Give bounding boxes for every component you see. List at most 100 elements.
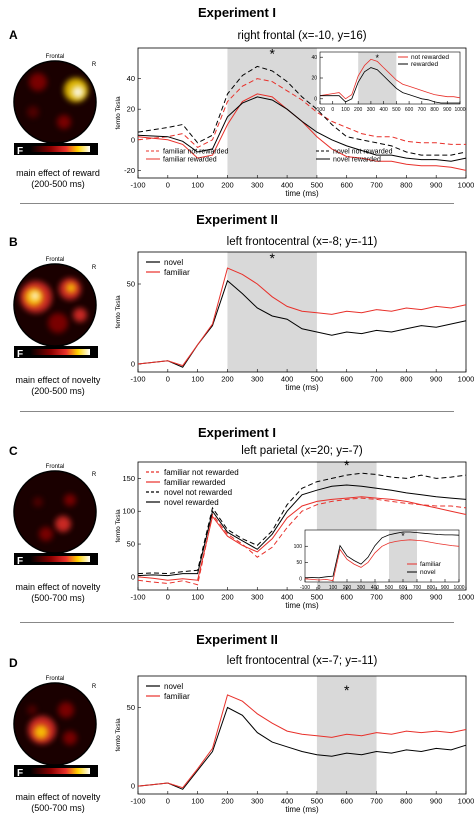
x-tick-label: 400 xyxy=(281,797,294,806)
plot-title: left frontocentral (x=-8; y=-11) xyxy=(226,236,378,248)
x-tick-label: 700 xyxy=(370,375,383,384)
head-label: Frontal xyxy=(46,54,65,60)
series-line-0 xyxy=(137,497,467,586)
panel-divider xyxy=(20,622,454,623)
plot-frame xyxy=(137,47,467,179)
x-tick-label: 700 xyxy=(370,797,383,806)
x-tick-label: 500 xyxy=(311,593,324,602)
x-tick-label: 800 xyxy=(430,107,439,113)
legend-label: familiar xyxy=(164,268,190,277)
head-label: Frontal xyxy=(46,257,65,263)
x-tick-label: 900 xyxy=(430,593,443,602)
legend-label: familiar not rewarded xyxy=(163,149,228,156)
x-tick-label: -100 xyxy=(130,593,145,602)
y-tick-label: 0 xyxy=(299,576,302,582)
topographic-map: Frontal R F xyxy=(13,257,98,359)
x-axis-label: time (ms) xyxy=(285,601,319,610)
x-tick-label: 100 xyxy=(191,797,204,806)
x-tick-label: 800 xyxy=(400,375,413,384)
x-tick-label: 0 xyxy=(166,593,170,602)
inset-chart: -100 0 100 200 300 400 500 600 700 800 900 1000 0 50 1… xyxy=(294,529,465,591)
x-tick-label: 300 xyxy=(251,797,264,806)
y-tick-label: 0 xyxy=(131,782,135,791)
x-tick-label: 500 xyxy=(311,797,324,806)
side-label: R xyxy=(92,472,97,478)
panel-divider xyxy=(20,203,454,204)
x-tick-label: 300 xyxy=(251,375,264,384)
y-tick-label: 0 xyxy=(314,96,317,102)
x-tick-label: 700 xyxy=(370,181,383,190)
x-tick-label: 100 xyxy=(191,375,204,384)
legend-label: familiar xyxy=(420,561,442,568)
x-tick-label: 800 xyxy=(427,585,436,591)
topomap-caption-line1: main effect of novelty xyxy=(15,792,101,802)
x-tick-label: 1000 xyxy=(453,585,464,591)
topomap-caption-line2: (500-700 ms) xyxy=(31,803,85,813)
experiment-title: Experiment I xyxy=(197,425,277,440)
legend-label: novel not rewarded xyxy=(333,149,393,156)
x-tick-label: 600 xyxy=(340,181,353,190)
x-tick-label: 900 xyxy=(430,797,443,806)
plot-frame xyxy=(137,461,467,591)
legend-label: novel xyxy=(420,569,436,576)
x-tick-label: 0 xyxy=(166,181,170,190)
series-line-3 xyxy=(137,484,467,577)
panel-letter: A xyxy=(9,28,18,42)
y-tick-label: 20 xyxy=(127,105,135,114)
x-tick-label: 400 xyxy=(281,593,294,602)
significance-asterisk: * xyxy=(269,46,275,62)
x-tick-label: 400 xyxy=(281,375,294,384)
series-line-1 xyxy=(137,93,467,171)
series-line-2 xyxy=(137,65,467,156)
x-tick-label: 0 xyxy=(331,107,334,113)
legend-label: familiar rewarded xyxy=(164,478,225,487)
legend-label: novel rewarded xyxy=(164,498,219,507)
shaded-time-window xyxy=(358,52,397,104)
series-line-1 xyxy=(137,267,467,367)
chart-area: -100 0 100 200 300 400 500 600 700 800 900 10000501… xyxy=(115,457,474,610)
series-line-0 xyxy=(304,539,460,582)
y-axis-label: femto Tesla xyxy=(115,295,122,329)
topomap-caption-line1: main effect of novelty xyxy=(15,375,101,385)
series-line-3 xyxy=(137,96,467,162)
f-stat-label: F xyxy=(17,146,23,156)
x-tick-label: 800 xyxy=(400,593,413,602)
chart-area: -100 0 100 200 300 400 500 600 700 800 900 1000-200… xyxy=(115,46,474,198)
x-tick-label: 500 xyxy=(311,181,324,190)
legend-label: novel not rewarded xyxy=(164,488,232,497)
significance-asterisk: * xyxy=(269,250,275,266)
x-tick-label: 1000 xyxy=(454,107,465,113)
y-tick-label: 100 xyxy=(122,507,135,516)
x-tick-label: 700 xyxy=(413,585,422,591)
plot-title: left parietal (x=20; y=-7) xyxy=(241,445,363,457)
side-label: R xyxy=(92,62,97,68)
series-line-0 xyxy=(137,78,466,149)
plot-title: right frontal (x=-10, y=16) xyxy=(237,30,367,42)
panel-letter: B xyxy=(9,235,18,249)
x-tick-label: 900 xyxy=(430,181,443,190)
x-tick-label: 200 xyxy=(354,107,363,113)
shaded-time-window xyxy=(389,530,417,582)
x-tick-label: 300 xyxy=(367,107,376,113)
y-tick-label: 40 xyxy=(127,74,135,83)
topomap-caption-line1: main effect of reward xyxy=(16,168,100,178)
topomap-caption-line2: (500-700 ms) xyxy=(31,593,85,603)
significance-asterisk: * xyxy=(344,457,350,473)
legend-label: familiar not rewarded xyxy=(164,468,239,477)
x-tick-label: 1000 xyxy=(458,797,474,806)
series-line-0 xyxy=(137,706,467,790)
y-axis-label: femto Tesla xyxy=(115,96,122,130)
y-tick-label: 0 xyxy=(131,360,135,369)
x-axis-label: time (ms) xyxy=(285,805,319,814)
chart-area: -100 0 100 200 300 400 500 600 700 800 900 1000 0 50 t… xyxy=(115,250,474,392)
inset-background xyxy=(305,530,459,582)
head-label: Frontal xyxy=(46,464,65,470)
x-tick-label: 700 xyxy=(370,593,383,602)
x-tick-label: 200 xyxy=(221,593,234,602)
x-axis-label: time (ms) xyxy=(285,189,319,198)
topographic-map: Frontal R F xyxy=(13,464,98,566)
side-label: R xyxy=(92,684,97,690)
inset-chart: -100 0 100 200 300 400 500 600 700 800 900 10000204… xyxy=(311,51,466,113)
panel-divider xyxy=(20,411,454,412)
